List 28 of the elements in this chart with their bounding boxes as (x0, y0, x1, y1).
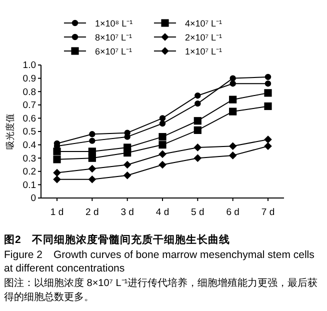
legend-label: 8×10⁷ L⁻¹ (95, 32, 132, 42)
x-tick-label: 3 d (120, 207, 134, 218)
x-tick-label: 7 d (261, 207, 275, 218)
legend-label: 6×10⁷ L⁻¹ (95, 46, 132, 56)
y-tick-label: 0.9 (22, 74, 36, 84)
y-tick-label: 0.5 (22, 126, 36, 138)
x-tick-label: 2 d (86, 207, 99, 218)
legend-label: 1×10⁷ L⁻¹ (185, 46, 222, 56)
legend-label: 2×10⁷ L⁻¹ (185, 32, 222, 42)
y-tick-label: 0.7 (22, 100, 36, 112)
y-tick-label: 0 (30, 193, 36, 204)
text: 图注：以细胞浓度 8×10⁷ L⁻¹进行传代培养，细胞增殖能力更强，最后获得的细胞总数更多。 (4, 278, 318, 303)
y-tick-label: 0.3 (22, 153, 36, 164)
y-tick-label: 0.2 (22, 166, 36, 178)
text: 图2 不同细胞浓度骨髓间充质干细胞生长曲线 (4, 234, 230, 246)
legend-label: 1×10⁸ L⁻¹ (95, 18, 133, 28)
y-tick-label: 0.8 (22, 86, 36, 98)
text: Figure 2 Growth curves of bone marrow mesenchymal stem cells at different concentrations (4, 249, 314, 274)
y-tick-label: 0.6 (22, 113, 36, 124)
x-tick-label: 4 d (156, 207, 170, 218)
y-tick-label: 0.4 (22, 140, 36, 151)
x-tick-label: 5 d (191, 207, 204, 218)
x-tick-label: 6 d (226, 207, 240, 218)
y-axis-title: 吸光度值 (5, 114, 15, 150)
x-tick-label: 1 d (50, 207, 64, 218)
y-tick-label: 0.1 (22, 180, 36, 191)
legend-label: 4×10⁷ L⁻¹ (185, 18, 222, 28)
y-tick-label: 1.0 (22, 60, 36, 72)
